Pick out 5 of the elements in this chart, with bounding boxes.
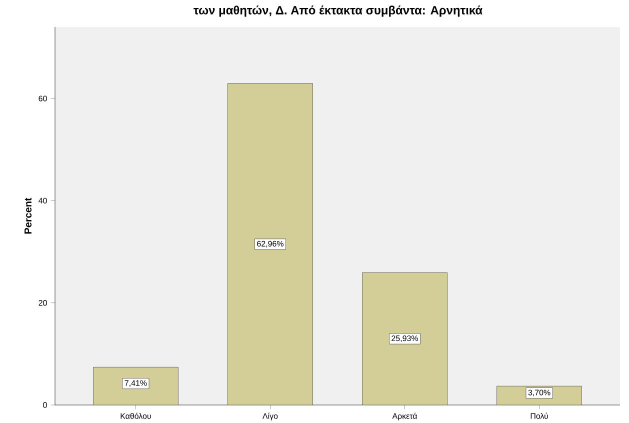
bar	[93, 366, 178, 405]
y-axis-title: Percent	[24, 198, 32, 234]
chart-title: των μαθητών, Δ. Από έκτακτα συμβάντα: Αρνητικά	[194, 6, 482, 17]
bar	[228, 83, 313, 405]
bar	[362, 272, 448, 405]
